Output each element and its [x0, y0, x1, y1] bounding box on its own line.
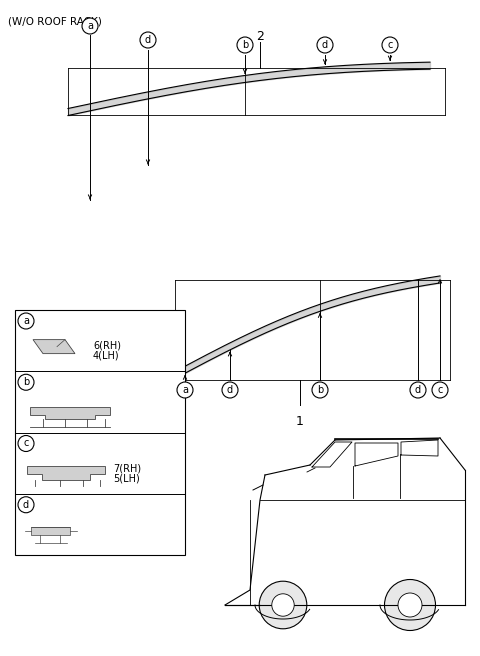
Circle shape — [272, 594, 294, 616]
Polygon shape — [33, 340, 75, 354]
Circle shape — [82, 18, 98, 34]
Circle shape — [237, 37, 253, 53]
Text: d: d — [23, 500, 29, 510]
Circle shape — [140, 32, 156, 48]
Text: 5(LH): 5(LH) — [113, 473, 140, 483]
Text: (W/O ROOF RACK): (W/O ROOF RACK) — [8, 16, 102, 26]
Circle shape — [18, 436, 34, 451]
Circle shape — [259, 581, 307, 629]
Text: a: a — [87, 21, 93, 31]
Text: 1: 1 — [296, 415, 304, 428]
Circle shape — [222, 382, 238, 398]
Text: b: b — [317, 385, 323, 395]
Circle shape — [18, 497, 34, 513]
Text: d: d — [145, 35, 151, 45]
Text: d: d — [415, 385, 421, 395]
Polygon shape — [27, 466, 105, 480]
Text: a: a — [182, 385, 188, 395]
Circle shape — [410, 382, 426, 398]
Polygon shape — [31, 527, 70, 535]
Text: b: b — [242, 40, 248, 50]
Text: 6(RH): 6(RH) — [93, 340, 121, 350]
Text: b: b — [23, 377, 29, 387]
Circle shape — [177, 382, 193, 398]
Circle shape — [18, 313, 34, 329]
Circle shape — [432, 382, 448, 398]
Circle shape — [382, 37, 398, 53]
Bar — [15, 310, 185, 555]
Text: d: d — [227, 385, 233, 395]
Text: 40: 40 — [55, 500, 69, 510]
Circle shape — [384, 579, 435, 630]
Text: 4(LH): 4(LH) — [93, 350, 120, 361]
Circle shape — [317, 37, 333, 53]
Text: 2: 2 — [256, 30, 264, 43]
Text: c: c — [24, 438, 29, 449]
Text: c: c — [437, 385, 443, 395]
Text: 3: 3 — [55, 377, 62, 387]
Text: 7(RH): 7(RH) — [113, 463, 141, 473]
Circle shape — [398, 593, 422, 617]
Text: a: a — [23, 316, 29, 326]
Text: c: c — [387, 40, 393, 50]
Polygon shape — [30, 407, 110, 419]
Circle shape — [312, 382, 328, 398]
Text: d: d — [322, 40, 328, 50]
Circle shape — [18, 375, 34, 390]
